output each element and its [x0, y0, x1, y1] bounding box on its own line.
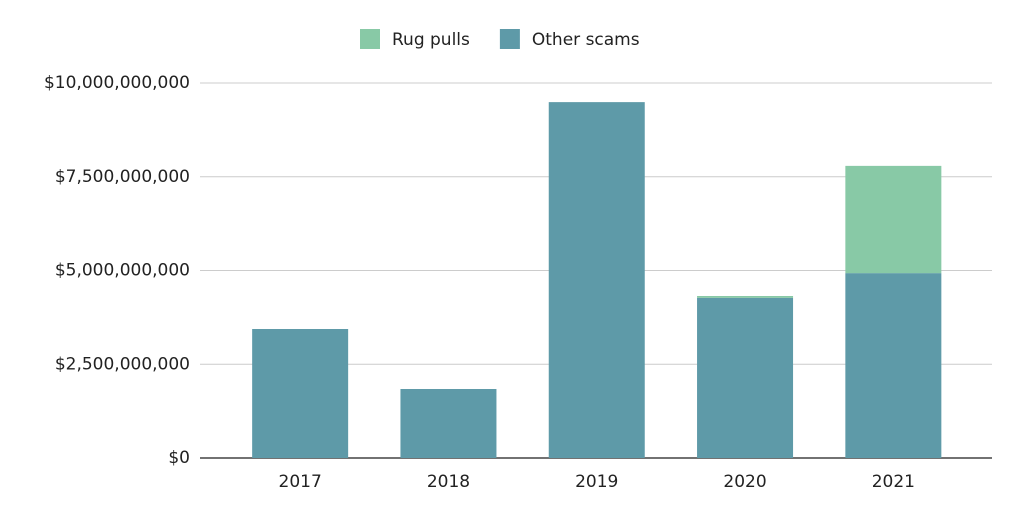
- bar-segment: [697, 296, 794, 298]
- y-tick-label: $0: [168, 448, 190, 468]
- x-tick-label: 2020: [723, 472, 766, 492]
- bar-segment: [252, 329, 349, 458]
- y-tick-label: $10,000,000,000: [44, 73, 190, 93]
- x-tick-label: 2017: [279, 472, 322, 492]
- bar-segment: [845, 273, 942, 458]
- x-tick-label: 2018: [427, 472, 470, 492]
- y-tick-label: $5,000,000,000: [55, 261, 190, 281]
- y-tick-label: $2,500,000,000: [55, 354, 190, 374]
- bar-segment: [845, 165, 942, 274]
- legend-swatch: [360, 29, 380, 49]
- bar-segment: [400, 389, 497, 458]
- legend-label: Rug pulls: [392, 30, 470, 50]
- bar-segment: [548, 102, 645, 458]
- x-tick-label: 2019: [575, 472, 618, 492]
- y-tick-label: $7,500,000,000: [55, 167, 190, 187]
- bar-segment: [697, 297, 794, 458]
- legend-swatch: [499, 29, 520, 49]
- legend-label: Other scams: [532, 30, 640, 50]
- x-tick-label: 2021: [872, 472, 915, 492]
